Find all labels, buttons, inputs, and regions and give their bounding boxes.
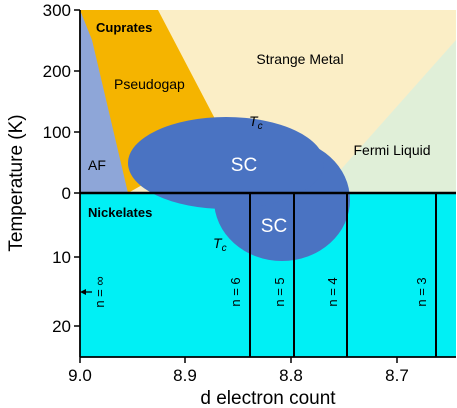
x-tick-label-9-0: 9.0 [68,366,92,385]
n-inf-label: n = ∞ [92,276,107,307]
n6-label: n = 6 [228,277,243,306]
y-tick-label-10: 10 [52,248,71,267]
tc-top-label: Tc [249,113,263,132]
strange-metal-label: Strange Metal [256,51,343,67]
sc-dome-cuprates [128,117,324,209]
tc-bottom-subscript: c [222,243,227,254]
y-axis-title: Temperature (K) [6,114,27,251]
pseudogap-label: Pseudogap [114,76,185,92]
fermi-liquid-region [320,40,456,193]
x-tick-label-8-8: 8.8 [279,366,303,385]
tc-bottom-symbol: T [213,235,223,251]
cuprates-label: Cuprates [96,20,152,35]
tc-top-symbol: T [249,113,259,129]
n4-label: n = 4 [325,277,340,306]
y-tick-label-100: 100 [43,123,71,142]
n-inf-arrow-head [80,289,86,295]
x-tick-label-8-9: 8.9 [173,366,197,385]
n5-label: n = 5 [272,277,287,306]
tc-top-subscript: c [258,121,263,132]
sc-bottom-label: SC [261,216,287,237]
y-tick-label-20: 20 [52,317,71,336]
af-region [80,10,128,193]
x-axis-title: d electron count [200,388,336,408]
tc-bottom-label: Tc [213,235,227,254]
af-label: AF [88,157,106,173]
nickelates-label: Nickelates [88,205,152,220]
y-tick-label-300: 300 [43,1,71,20]
fermi-liquid-label: Fermi Liquid [353,142,430,158]
y-tick-label-200: 200 [43,62,71,81]
y-tick-label-0: 0 [62,184,71,203]
n3-label: n = 3 [414,277,429,306]
x-tick-label-8-7: 8.7 [385,366,409,385]
sc-top-label: SC [231,155,257,176]
